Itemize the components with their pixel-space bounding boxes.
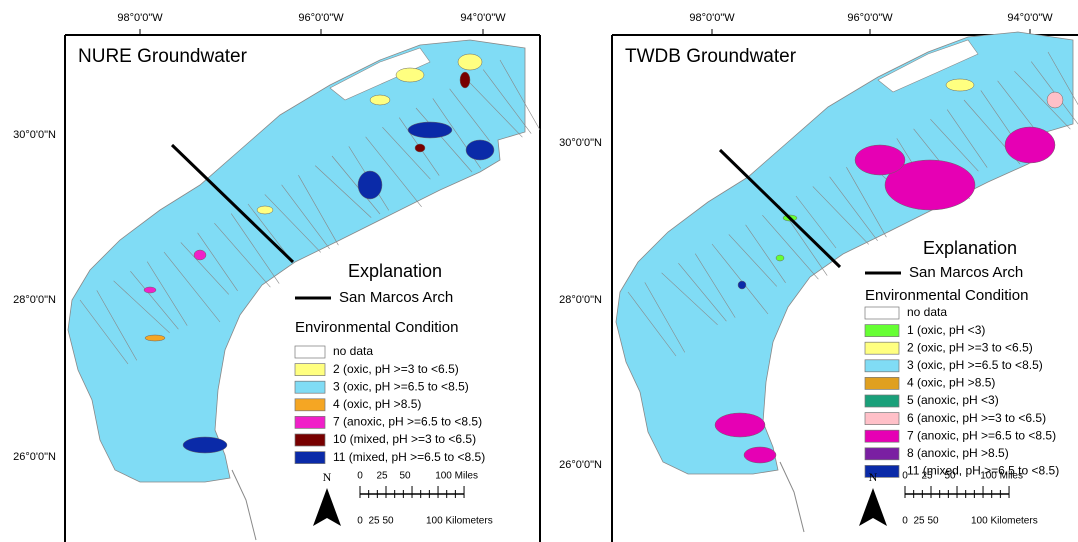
scale-label-miles: 25	[921, 471, 933, 482]
legend-swatch	[295, 399, 325, 411]
legend-swatch	[865, 448, 899, 460]
legend-swatch	[865, 342, 899, 354]
legend-label: 4 (oxic, pH >8.5)	[333, 397, 421, 411]
legend-label: 3 (oxic, pH >=6.5 to <8.5)	[333, 379, 469, 393]
condition-patch	[415, 144, 425, 152]
longitude-label: 98°0'0"W	[689, 12, 735, 24]
scale-label-miles: 25	[376, 471, 388, 482]
legend-label: 11 (mixed, pH >=6.5 to <8.5)	[333, 450, 485, 464]
scale-label-miles: 100 Miles	[980, 471, 1023, 482]
condition-patch	[408, 122, 452, 138]
north-arrow	[313, 488, 341, 526]
latitude-label: 26°0'0"N	[559, 459, 602, 471]
map-panel: 98°0'0"W 96°0'0"W 94°0'0"W 30°0'0"N 28°0'0"N…	[559, 12, 1078, 542]
legend-line-label: San Marcos Arch	[909, 264, 1023, 281]
scale-label-km: 0	[902, 516, 908, 527]
legend-label: 3 (oxic, pH >=6.5 to <8.5)	[907, 358, 1043, 372]
scale-label-miles: 50	[399, 471, 411, 482]
north-label: N	[323, 470, 332, 484]
scale-label-miles: 100 Miles	[435, 471, 478, 482]
legend-label: 6 (anoxic, pH >=3 to <6.5)	[907, 411, 1046, 425]
longitude-label: 94°0'0"W	[460, 12, 506, 24]
scale-label-km: 50	[927, 516, 939, 527]
longitude-label: 94°0'0"W	[1007, 12, 1053, 24]
condition-patch	[1047, 92, 1063, 108]
legend-label: 4 (oxic, pH >8.5)	[907, 376, 995, 390]
condition-patch	[946, 79, 974, 91]
legend-swatch	[865, 307, 899, 319]
legend-heading: Explanation	[348, 261, 442, 281]
legend-subheading: Environmental Condition	[865, 287, 1028, 304]
legend-label: no data	[333, 344, 373, 358]
map-area	[68, 40, 540, 540]
condition-patch	[194, 250, 206, 260]
condition-patch	[396, 68, 424, 82]
legend-swatch	[295, 452, 325, 464]
map-panel: 98°0'0"W 96°0'0"W 94°0'0"W 30°0'0"N 28°0'0"N…	[13, 12, 540, 542]
barrier-island	[780, 462, 804, 532]
legend-label: 2 (oxic, pH >=3 to <6.5)	[333, 362, 459, 376]
latitude-label: 26°0'0"N	[13, 451, 56, 463]
latitude-label: 30°0'0"N	[13, 129, 56, 141]
scale-label-miles: 0	[357, 471, 363, 482]
condition-patch	[183, 437, 227, 453]
legend-swatch	[295, 346, 325, 358]
condition-patch	[715, 413, 765, 437]
legend-label: 5 (anoxic, pH <3)	[907, 393, 999, 407]
legend-swatch	[865, 395, 899, 407]
legend-label: 7 (anoxic, pH >=6.5 to <8.5)	[907, 428, 1056, 442]
panel-title: TWDB Groundwater	[625, 46, 797, 67]
map-figure: 98°0'0"W 96°0'0"W 94°0'0"W 30°0'0"N 28°0'0"N…	[0, 0, 1078, 542]
condition-patch	[855, 145, 905, 175]
condition-patch	[776, 255, 784, 261]
condition-patch	[145, 335, 165, 341]
longitude-label: 96°0'0"W	[847, 12, 893, 24]
legend-label: 1 (oxic, pH <3)	[907, 323, 985, 337]
condition-patch	[460, 72, 470, 88]
scale-label-km: 100 Kilometers	[971, 516, 1038, 527]
legend-swatch	[865, 377, 899, 389]
condition-patch	[1005, 127, 1055, 163]
panel-title: NURE Groundwater	[78, 46, 248, 67]
latitude-label: 30°0'0"N	[559, 137, 602, 149]
condition-patch	[370, 95, 390, 105]
legend-swatch	[295, 381, 325, 393]
condition-patch	[744, 447, 776, 463]
latitude-label: 28°0'0"N	[13, 294, 56, 306]
legend-swatch	[295, 434, 325, 446]
legend-label: 8 (anoxic, pH >8.5)	[907, 446, 1009, 460]
legend-swatch	[865, 325, 899, 337]
legend-swatch	[865, 360, 899, 372]
condition-patch	[358, 171, 382, 199]
condition-patch	[466, 140, 494, 160]
legend-label: 10 (mixed, pH >=3 to <6.5)	[333, 432, 476, 446]
legend-swatch	[865, 413, 899, 425]
legend-heading: Explanation	[923, 238, 1017, 258]
condition-patch	[458, 54, 482, 70]
scale-label-miles: 0	[902, 471, 908, 482]
longitude-label: 98°0'0"W	[117, 12, 163, 24]
scale-label-km: 50	[382, 516, 394, 527]
legend-label: no data	[907, 305, 947, 319]
scale-label-km: 25	[368, 516, 380, 527]
north-arrow	[859, 488, 887, 526]
longitude-label: 96°0'0"W	[298, 12, 344, 24]
legend-swatch	[865, 430, 899, 442]
condition-patch	[144, 287, 156, 293]
legend-label: 7 (anoxic, pH >=6.5 to <8.5)	[333, 415, 482, 429]
legend-swatch	[295, 364, 325, 376]
barrier-island	[232, 470, 256, 540]
scale-label-km: 100 Kilometers	[426, 516, 493, 527]
north-label: N	[869, 470, 878, 484]
condition-patch	[738, 281, 746, 289]
legend-swatch	[295, 416, 325, 428]
scale-label-km: 0	[357, 516, 363, 527]
legend-subheading: Environmental Condition	[295, 319, 458, 336]
condition-patch	[257, 206, 273, 214]
scale-label-km: 25	[913, 516, 925, 527]
latitude-label: 28°0'0"N	[559, 294, 602, 306]
legend-label: 2 (oxic, pH >=3 to <6.5)	[907, 340, 1033, 354]
legend-line-label: San Marcos Arch	[339, 289, 453, 306]
scale-label-miles: 50	[944, 471, 956, 482]
